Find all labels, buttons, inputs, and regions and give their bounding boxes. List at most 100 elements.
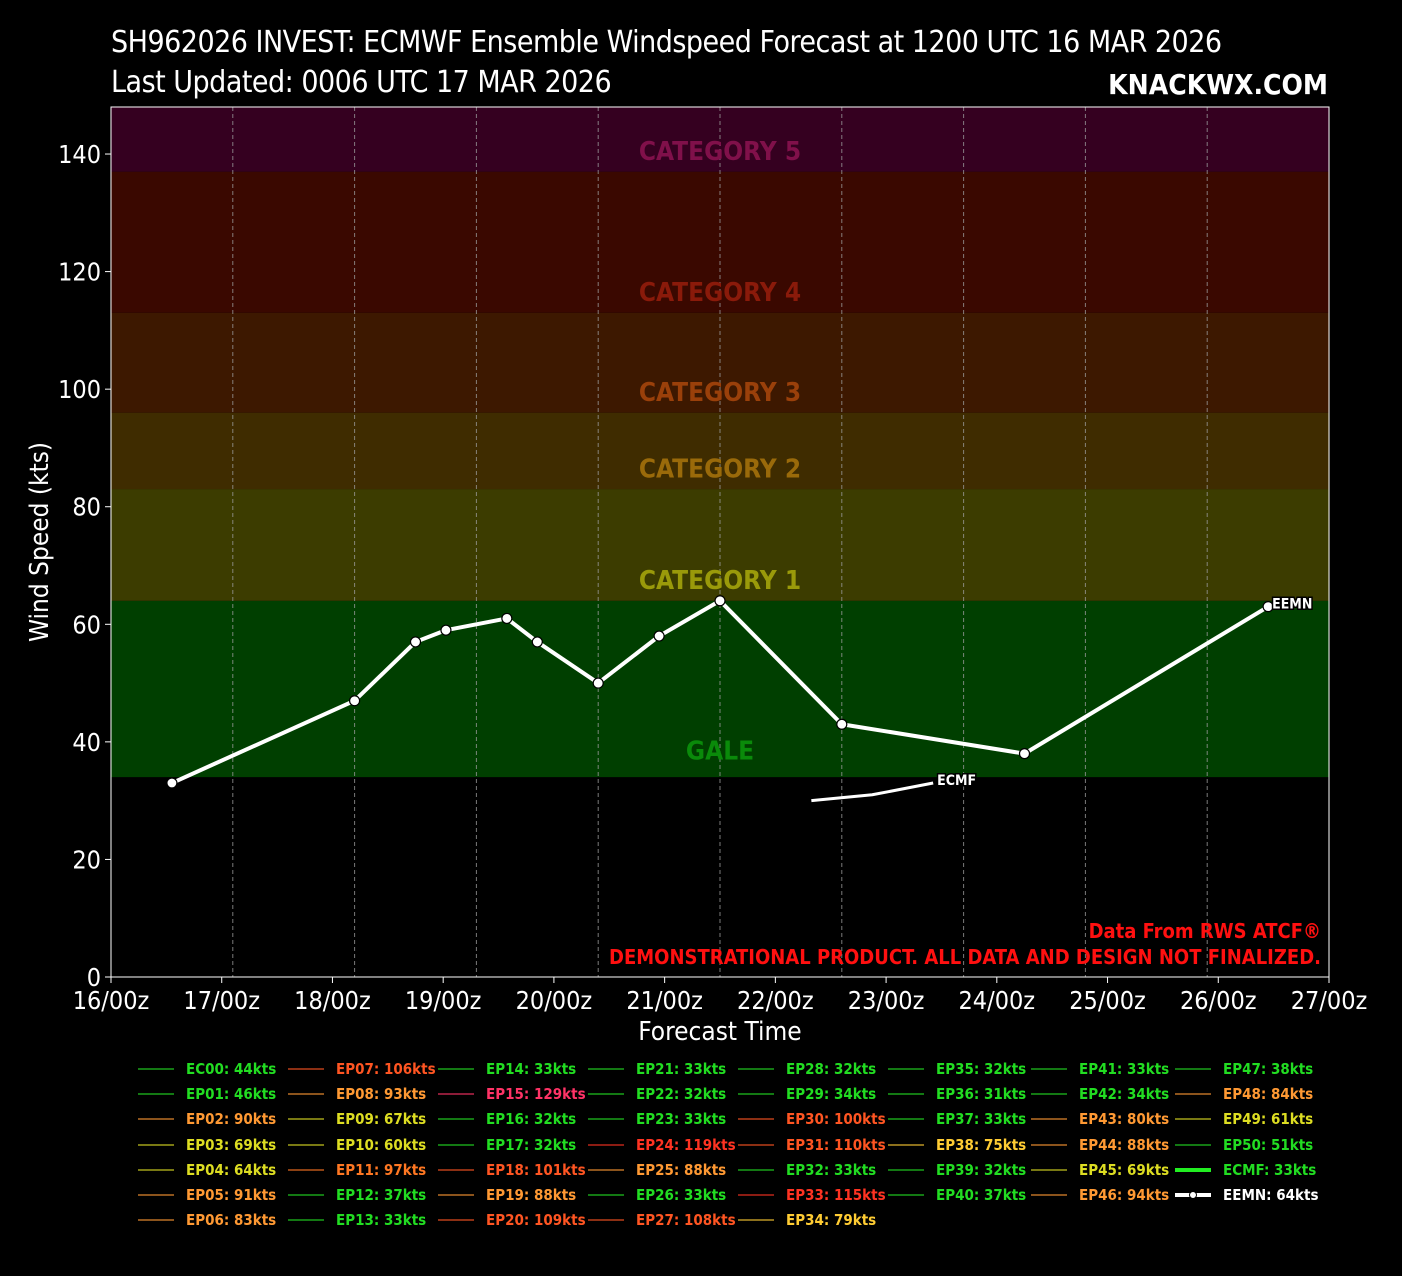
legend-label: EP42: 34kts — [1079, 1085, 1170, 1104]
legend-item: EP09: 67kts — [288, 1108, 426, 1130]
site-logo-text: KNACKWX.COM — [1108, 68, 1328, 101]
x-tick-label: 22/00z — [737, 986, 814, 1015]
legend-swatch — [288, 1168, 324, 1171]
legend-label: EP33: 115kts — [786, 1186, 886, 1204]
y-axis-title: Wind Speed (kts) — [25, 442, 55, 642]
legend-swatch — [1031, 1143, 1067, 1146]
legend-label: EP46: 94kts — [1079, 1186, 1170, 1204]
legend-item: EP45: 69kts — [1031, 1159, 1169, 1181]
legend-label: EP26: 33kts — [636, 1186, 727, 1204]
legend-item: EP37: 33kts — [888, 1108, 1026, 1130]
legend-swatch — [888, 1068, 924, 1070]
legend-label: EP50: 51kts — [1223, 1135, 1314, 1154]
legend-swatch — [1031, 1093, 1067, 1096]
legend-label: EP24: 119kts — [636, 1135, 736, 1154]
data-point — [836, 718, 848, 730]
x-axis-title: Forecast Time — [638, 1017, 801, 1047]
legend-item: EP11: 97kts — [288, 1159, 426, 1181]
legend-item: EP46: 94kts — [1031, 1184, 1169, 1206]
band-label: GALE — [686, 737, 754, 767]
x-tick-label: 20/00z — [516, 986, 593, 1015]
plot-frame — [110, 106, 1330, 978]
legend-swatch — [738, 1093, 774, 1096]
legend-item: EP18: 101kts — [438, 1159, 586, 1181]
legend-swatch — [138, 1068, 174, 1070]
legend-swatch — [1175, 1191, 1211, 1199]
legend-label: EP37: 33kts — [936, 1110, 1027, 1129]
legend-item: EP02: 90kts — [138, 1108, 276, 1130]
legend-swatch — [888, 1118, 924, 1121]
legend-swatch — [438, 1118, 474, 1121]
data-source-note: Data From RWS ATCF® — [1089, 919, 1321, 943]
legend-swatch — [138, 1143, 174, 1146]
legend-label: EP15: 129kts — [486, 1085, 586, 1104]
y-tick-label: 80 — [72, 493, 101, 522]
legend-label: EP10: 60kts — [336, 1135, 427, 1154]
legend-swatch — [1031, 1118, 1067, 1121]
legend-item: EP13: 33kts — [288, 1209, 426, 1231]
legend-swatch — [1175, 1167, 1211, 1172]
series-end-label: EEMN — [1272, 597, 1312, 613]
legend-item: EP31: 110kts — [738, 1134, 886, 1156]
legend-item: EP03: 69kts — [138, 1134, 276, 1156]
legend-item: EC00: 44kts — [138, 1058, 276, 1080]
legend-label: EP48: 84kts — [1223, 1085, 1314, 1104]
legend-label: EP16: 32kts — [486, 1110, 577, 1129]
legend-label: ECMF: 33kts — [1223, 1160, 1317, 1179]
legend-swatch — [888, 1143, 924, 1146]
legend-swatch — [438, 1093, 474, 1096]
legend-swatch — [138, 1168, 174, 1171]
legend-item: EP48: 84kts — [1175, 1083, 1313, 1105]
legend-swatch — [438, 1068, 474, 1070]
legend-swatch — [438, 1168, 474, 1171]
legend-swatch — [288, 1118, 324, 1121]
legend-swatch — [438, 1194, 474, 1196]
y-tick-label: 140 — [58, 140, 101, 169]
legend-swatch — [588, 1194, 624, 1196]
legend-label: EP28: 32kts — [786, 1060, 877, 1078]
legend-swatch — [288, 1068, 324, 1070]
legend-item: EP07: 106kts — [288, 1058, 436, 1080]
legend-item: EP24: 119kts — [588, 1134, 736, 1156]
legend-item: EEMN: 64kts — [1175, 1184, 1319, 1206]
legend-item: EP20: 109kts — [438, 1209, 586, 1231]
x-tick-label: 23/00z — [848, 986, 925, 1015]
series-end-label: ECMF — [937, 773, 976, 789]
legend-item: EP38: 75kts — [888, 1134, 1026, 1156]
legend-item: EP29: 34kts — [738, 1083, 876, 1105]
legend-swatch — [288, 1219, 324, 1222]
legend-item: EP04: 64kts — [138, 1159, 276, 1181]
legend-label: EP04: 64kts — [186, 1160, 277, 1179]
legend-swatch — [588, 1093, 624, 1096]
data-point — [501, 612, 513, 625]
x-tick-label: 17/00z — [183, 986, 260, 1015]
legend-swatch — [288, 1194, 324, 1196]
legend-label: EP38: 75kts — [936, 1135, 1027, 1154]
legend-swatch — [738, 1168, 774, 1171]
legend-label: EP31: 110kts — [786, 1135, 886, 1154]
legend-swatch — [1175, 1068, 1211, 1070]
legend-item: EP40: 37kts — [888, 1184, 1026, 1206]
legend-item: EP06: 83kts — [138, 1209, 276, 1231]
legend-label: EP30: 100kts — [786, 1110, 886, 1129]
x-tick-label: 19/00z — [405, 986, 482, 1015]
data-point — [349, 695, 361, 707]
legend-label: EP45: 69kts — [1079, 1160, 1170, 1179]
legend-swatch — [738, 1143, 774, 1146]
band-label: CATEGORY 2 — [639, 454, 801, 484]
y-tick-label: 100 — [58, 375, 101, 404]
legend-swatch — [738, 1219, 774, 1222]
legend-label: EP18: 101kts — [486, 1160, 586, 1179]
legend-label: EP43: 80kts — [1079, 1110, 1170, 1129]
last-updated-text: Last Updated: 0006 UTC 17 MAR 2026 — [111, 65, 612, 100]
legend-item: EP08: 93kts — [288, 1083, 426, 1105]
legend-label: EP20: 109kts — [486, 1211, 586, 1230]
legend-item: EP47: 38kts — [1175, 1058, 1313, 1080]
wind-speed-chart: GALE CATEGORY 1 CATEGORY 2 CATEGORY 3 CATEGO… — [25, 106, 1367, 1047]
legend-item: EP23: 33kts — [588, 1108, 726, 1130]
legend-label: EP44: 88kts — [1079, 1135, 1170, 1154]
legend-item: EP35: 32kts — [888, 1058, 1026, 1080]
legend-swatch — [1031, 1194, 1067, 1196]
legend-item: EP34: 79kts — [738, 1209, 876, 1231]
band-label: CATEGORY 4 — [639, 278, 801, 308]
